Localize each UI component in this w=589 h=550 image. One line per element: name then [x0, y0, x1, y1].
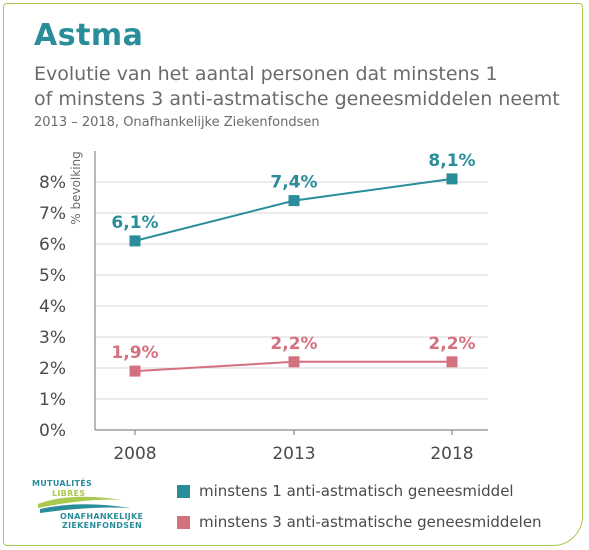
y-tick-label: 1%	[39, 390, 66, 410]
data-label: 6,1%	[111, 213, 158, 233]
x-tick-label: 2018	[430, 444, 473, 464]
data-point	[288, 356, 300, 368]
y-tick-label: 5%	[39, 266, 66, 286]
logo-text-2: LIBRES	[52, 489, 86, 498]
data-point	[129, 235, 141, 247]
y-tick-label: 6%	[39, 235, 66, 255]
x-tick-label: 2008	[113, 444, 156, 464]
y-tick-label: 4%	[39, 297, 66, 317]
data-label: 8,1%	[428, 151, 475, 171]
data-point	[446, 356, 458, 368]
logo-text-3: ONAFHANKELIJKE	[60, 512, 144, 521]
mutualites-libres-logo: MUTUALITÉS LIBRES ONAFHANKELIJKE ZIEKENF…	[30, 478, 160, 533]
y-tick-label: 3%	[39, 328, 66, 348]
subtitle-line-1: Evolutie van het aantal personen dat min…	[34, 63, 498, 85]
data-label: 2,2%	[270, 334, 317, 354]
x-tick-label: 2013	[272, 444, 315, 464]
legend-item-series-2: minstens 3 anti-astmatische geneesmiddel…	[177, 511, 542, 533]
y-axis-label: % bevolking	[69, 151, 83, 225]
data-point	[129, 365, 141, 377]
chart-subtitle: Evolutie van het aantal personen dat min…	[34, 62, 574, 112]
logo-swoosh-icon	[38, 496, 130, 513]
legend-swatch-teal	[177, 484, 190, 498]
line-chart: 0% 1% 2% 3% 4% 5% 6% 7% 8% 2008 2013 2018 % bevolkin…	[39, 151, 488, 464]
logo-text-4: ZIEKENFONDSEN	[62, 521, 143, 530]
chart-source: 2013 – 2018, Onafhankelijke Ziekenfondse…	[34, 115, 320, 130]
logo-text-1: MUTUALITÉS	[32, 479, 93, 488]
y-tick-label: 2%	[39, 359, 66, 379]
legend-item-series-1: minstens 1 anti-astmatisch geneesmiddel	[177, 480, 542, 502]
subtitle-line-2: of minstens 3 anti-astmatische geneesmid…	[34, 88, 560, 110]
page-title: Astma	[34, 18, 144, 53]
data-point	[288, 195, 300, 207]
legend-label-series-1: minstens 1 anti-astmatisch geneesmiddel	[199, 482, 514, 500]
chart-legend: minstens 1 anti-astmatisch geneesmiddel …	[177, 480, 542, 542]
data-point	[446, 173, 458, 185]
card-frame	[3, 3, 583, 546]
y-tick-label: 0%	[39, 421, 66, 441]
data-label: 1,9%	[111, 343, 158, 363]
legend-swatch-pink	[177, 515, 190, 529]
legend-label-series-2: minstens 3 anti-astmatische geneesmiddel…	[199, 513, 542, 531]
data-label: 7,4%	[270, 173, 317, 193]
data-label: 2,2%	[428, 334, 475, 354]
y-tick-label: 7%	[39, 204, 66, 224]
y-tick-label: 8%	[39, 173, 66, 193]
